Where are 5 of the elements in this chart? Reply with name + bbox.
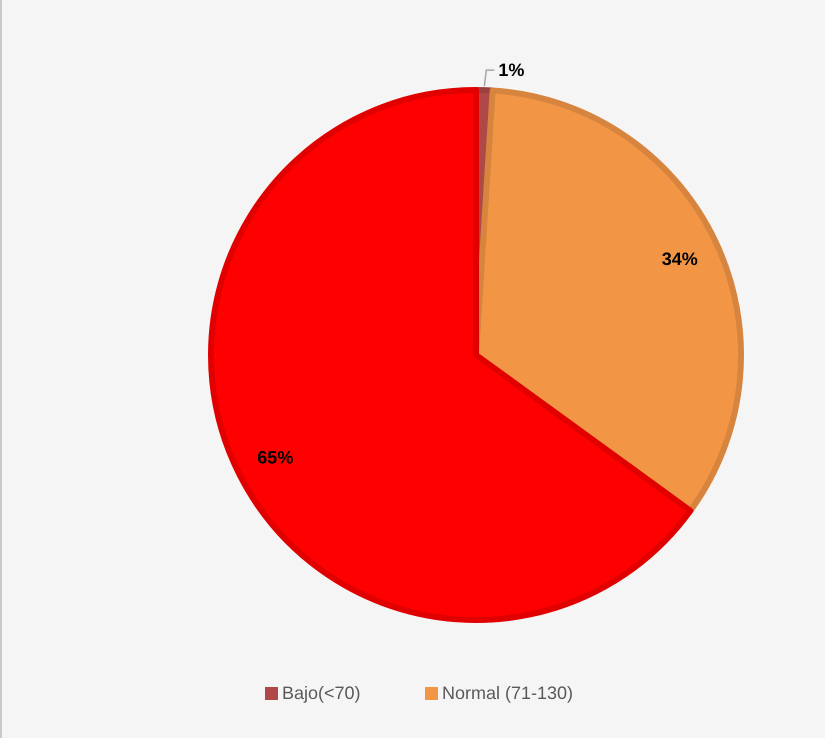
data-label: 65% bbox=[257, 447, 294, 468]
legend-label: Bajo(<70) bbox=[282, 683, 361, 703]
data-label: 34% bbox=[662, 249, 698, 270]
data-label: 1% bbox=[498, 60, 524, 80]
legend-label: Normal (71-130) bbox=[442, 683, 574, 703]
